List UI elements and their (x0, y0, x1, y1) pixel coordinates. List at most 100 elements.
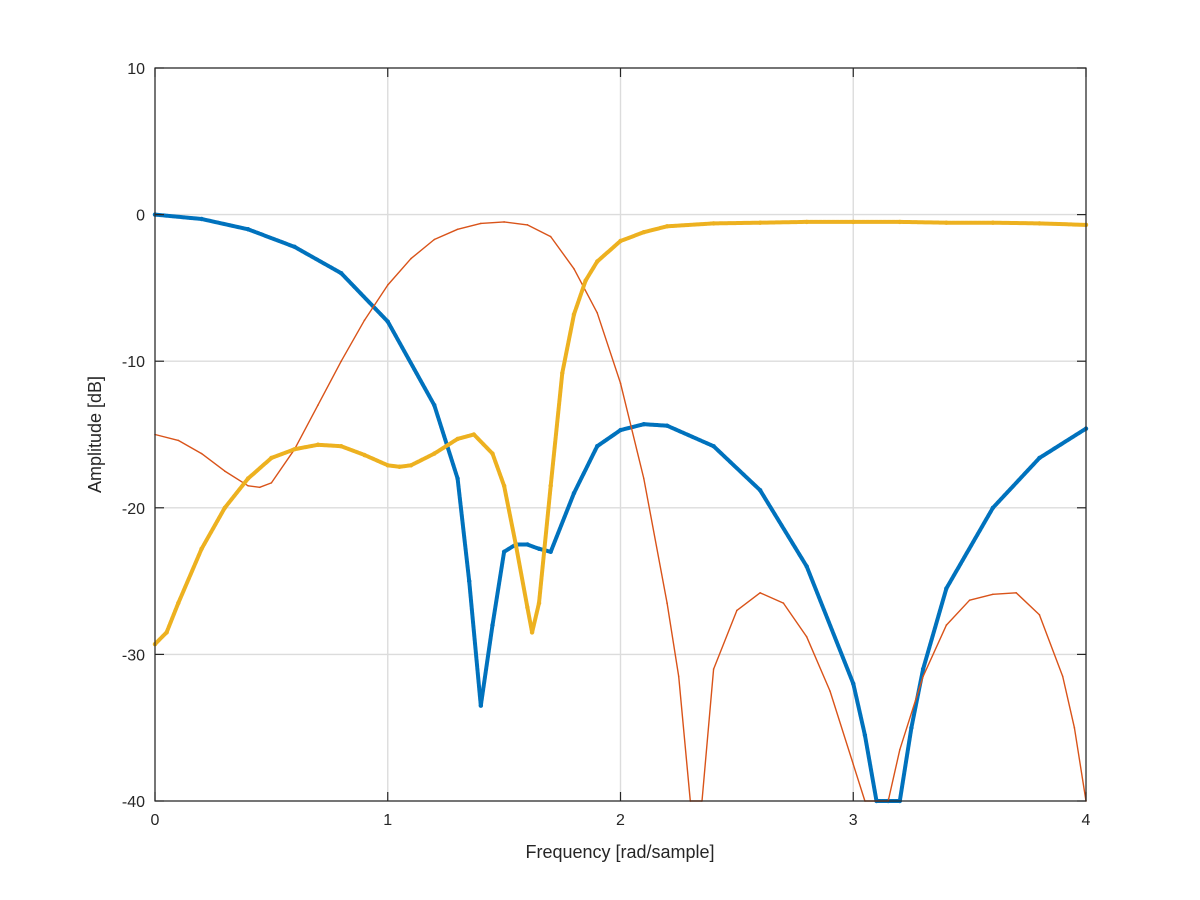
data-point (245, 227, 251, 232)
ticks (154, 67, 1087, 802)
y-tick-label: 0 (136, 208, 145, 225)
data-point (456, 228, 459, 231)
data-point (1073, 726, 1076, 729)
data-point (619, 382, 622, 384)
data-point (618, 427, 623, 433)
x-axis-label: Frequency [rad/sample] (525, 842, 714, 862)
data-point (247, 485, 249, 487)
data-point (222, 505, 228, 510)
data-point (596, 312, 599, 314)
data-point (805, 636, 808, 638)
data-point (829, 690, 831, 692)
data-point (471, 432, 477, 437)
data-point (200, 452, 203, 455)
data-point (363, 319, 366, 321)
data-point (385, 463, 390, 468)
data-point (571, 490, 577, 496)
data-point (990, 505, 996, 510)
data-point (410, 257, 412, 260)
x-tick-label: 1 (383, 812, 392, 829)
x-tick-label: 0 (151, 812, 160, 829)
data-point (1037, 455, 1042, 461)
data-point (899, 748, 901, 751)
data-point (711, 221, 716, 226)
data-point (317, 404, 319, 406)
data-point (525, 542, 530, 547)
data-point (945, 624, 948, 626)
y-tick-label: -40 (122, 794, 145, 811)
data-point (897, 219, 902, 225)
data-point (258, 486, 261, 489)
data-point (1038, 614, 1041, 616)
data-point (852, 763, 855, 766)
data-point (480, 222, 482, 225)
x-tick-label: 2 (616, 812, 625, 829)
data-point (757, 488, 763, 493)
x-tick-labels: 0 1 2 3 4 (151, 812, 1091, 829)
data-point (664, 423, 670, 428)
data-point (408, 463, 414, 468)
data-point (595, 259, 600, 264)
data-point (548, 549, 553, 554)
data-point (782, 602, 785, 604)
y-tick-label: -10 (122, 354, 145, 371)
data-point (573, 268, 575, 270)
data-point (642, 477, 645, 480)
data-point (501, 549, 507, 554)
y-tick-label: -20 (122, 501, 145, 518)
data-point (804, 219, 809, 225)
data-point (270, 482, 273, 484)
data-point (455, 476, 460, 481)
data-point (340, 360, 343, 363)
data-point (397, 464, 402, 469)
data-point (992, 593, 994, 596)
data-point (968, 599, 971, 601)
data-point (315, 442, 321, 447)
data-point (804, 564, 809, 569)
data-point (1037, 221, 1042, 226)
data-point (385, 319, 390, 324)
data-point (944, 586, 949, 591)
data-point (490, 451, 495, 456)
data-point (736, 609, 738, 612)
data-point (536, 600, 542, 606)
y-axis-label: Amplitude [dB] (85, 376, 105, 493)
y-tick-label: -30 (122, 647, 145, 664)
data-point (199, 546, 204, 552)
x-tick-label: 4 (1082, 812, 1091, 829)
data-point (759, 592, 761, 594)
data-point (177, 439, 180, 442)
data-point (641, 422, 646, 427)
data-point (292, 244, 297, 250)
data-point (757, 220, 763, 225)
data-point (164, 630, 169, 635)
data-point (513, 542, 518, 547)
data-point (525, 605, 530, 610)
x-tick-label: 3 (849, 812, 858, 829)
data-point (362, 452, 367, 458)
data-point (618, 238, 623, 244)
data-point (664, 224, 670, 229)
data-point (501, 483, 507, 489)
data-point (677, 675, 680, 678)
data-point (526, 224, 529, 226)
data-point (1061, 675, 1064, 678)
data-point (990, 220, 996, 225)
data-point (433, 238, 436, 241)
data-point (712, 668, 715, 670)
data-point (245, 476, 251, 481)
data-point (641, 229, 646, 235)
data-point (711, 444, 716, 449)
data-point (549, 235, 552, 238)
data-point (490, 622, 495, 628)
data-point (536, 546, 542, 552)
y-tick-label: 10 (127, 61, 145, 78)
data-point (666, 602, 668, 604)
data-point (595, 444, 600, 449)
data-point (455, 436, 460, 442)
series-3 (152, 219, 1089, 647)
series-dotted-line (153, 219, 1088, 647)
data-point (503, 221, 505, 223)
data-point (851, 681, 856, 686)
